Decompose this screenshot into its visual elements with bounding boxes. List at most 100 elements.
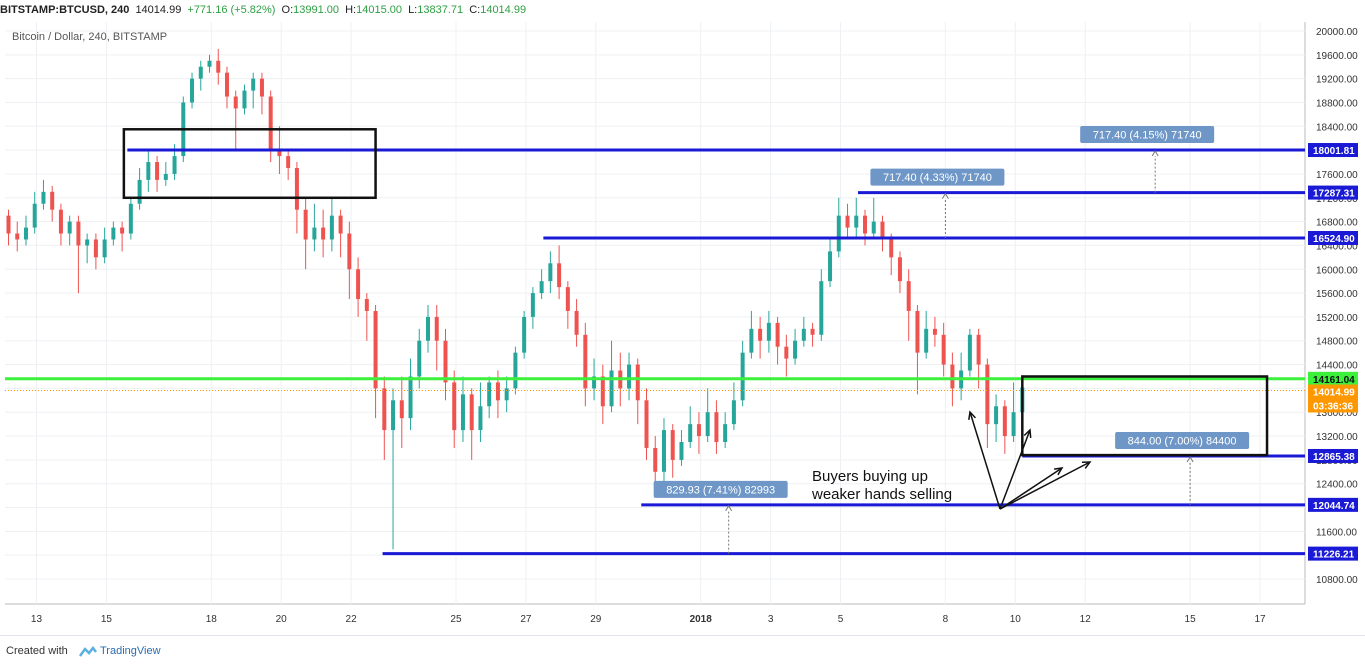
x-tick-label: 10: [1010, 614, 1022, 625]
candle-body: [277, 150, 282, 157]
candle-body: [950, 364, 955, 389]
candle-body: [120, 227, 125, 234]
candle-body: [23, 227, 28, 240]
candle-body: [530, 293, 535, 317]
y-tick-label: 18400.00: [1316, 122, 1358, 133]
level-price-tag-bg: [1308, 185, 1358, 200]
chart-grid: [5, 22, 1306, 605]
bar-countdown-tag: 03:36:36: [1313, 401, 1353, 412]
annotation-arrowhead-icon: [1081, 461, 1092, 469]
candle-body: [967, 334, 972, 371]
level-price-tag-bg: [1308, 143, 1358, 158]
candle-body: [286, 156, 291, 168]
level-price-tag-bg: [1308, 546, 1358, 561]
measure-arrow-icon: [1151, 150, 1159, 157]
price-chart[interactable]: 717.40 (4.15%) 71740 717.40 (4.33%) 71740…: [0, 0, 1365, 635]
candle-body: [793, 340, 798, 359]
annotation-arrow: [969, 411, 1001, 510]
candle-body: [801, 328, 806, 341]
candle-body: [592, 376, 597, 389]
measure-label: 717.40 (4.33%) 71740: [883, 172, 992, 184]
plot-area: [5, 22, 1305, 604]
tradingview-brand[interactable]: TradingView: [100, 645, 161, 657]
candle-body: [539, 281, 544, 294]
y-tick-label: 13600.00: [1316, 408, 1358, 419]
candle-body: [557, 263, 562, 288]
candle-body: [242, 90, 247, 109]
candle-body: [417, 340, 422, 377]
candle-body: [478, 406, 483, 431]
annotation-arrowhead-icon: [968, 410, 977, 421]
candle-body: [190, 78, 195, 103]
y-tick-label: 16400.00: [1316, 241, 1358, 252]
chart-title: Bitcoin / Dollar, 240, BITSTAMP: [12, 31, 167, 43]
x-tick-label: 25: [450, 614, 462, 625]
y-tick-label: 15200.00: [1316, 313, 1358, 324]
x-tick-label: 5: [838, 614, 844, 625]
candle-body: [766, 322, 771, 341]
candle-body: [906, 281, 911, 311]
candle-body: [749, 328, 754, 353]
candle-body: [32, 203, 37, 228]
candle-body: [146, 162, 151, 180]
candle-body: [41, 191, 46, 204]
candle-body: [548, 263, 553, 282]
candle-body: [889, 239, 894, 258]
tradingview-logo-icon: [79, 646, 97, 657]
candle-body: [111, 227, 116, 240]
y-tick-label: 11600.00: [1316, 527, 1357, 538]
candle-body: [216, 60, 221, 73]
annotation-text: weaker hands selling: [811, 486, 952, 503]
candle-body: [434, 316, 439, 341]
rectangle-drawing: [122, 128, 377, 200]
level-price-tag-bg: [1308, 497, 1358, 512]
candle-body: [1011, 412, 1016, 437]
candle-body: [784, 346, 789, 359]
annotation-text: Buyers buying up: [812, 468, 928, 485]
candle-body: [6, 215, 11, 234]
candle-body: [67, 221, 72, 234]
candle-body: [565, 287, 570, 311]
symbol-label[interactable]: BITSTAMP:BTCUSD, 240: [0, 4, 130, 16]
candle-body: [356, 269, 361, 300]
candle-body: [172, 156, 177, 174]
candle-body: [329, 215, 334, 240]
x-tick-label: 22: [346, 614, 358, 625]
measure-arrow-icon: [725, 504, 733, 512]
price-axis: 20000.00 19600.00 19200.00 18800.00 18400.00…: [1308, 27, 1358, 586]
low-label: L:: [408, 4, 418, 16]
candle-body: [915, 310, 920, 353]
y-tick-label: 13200.00: [1316, 432, 1358, 443]
candle-body: [50, 191, 55, 210]
candle-body: [775, 322, 780, 347]
candle-body: [102, 239, 107, 258]
candle-body: [871, 221, 876, 234]
measure-label-bg: [870, 168, 1005, 186]
x-tick-label: 17: [1254, 614, 1266, 625]
candle-body: [670, 430, 675, 460]
candle-body: [382, 388, 387, 431]
level-price-tag: 17287.31: [1313, 189, 1355, 200]
candle-body: [233, 96, 238, 109]
candle-body: [76, 221, 81, 246]
drawings: 717.40 (4.15%) 71740 717.40 (4.33%) 71740…: [5, 126, 1305, 556]
candle-body: [758, 328, 763, 341]
candle-body: [408, 376, 413, 419]
candle-body: [347, 233, 352, 270]
candle-body: [863, 215, 867, 234]
price-change: +771.16 (+5.82%): [187, 4, 276, 16]
level-price-tag: 18001.81: [1313, 146, 1355, 157]
x-tick-label: 3: [768, 614, 774, 625]
candle-body: [644, 400, 649, 448]
candle-body: [600, 376, 605, 407]
candle-body: [259, 78, 264, 97]
measure-arrow-icon: [941, 192, 949, 199]
y-tick-label: 14400.00: [1316, 361, 1358, 372]
candle-body: [635, 364, 640, 401]
candle-body: [653, 447, 658, 472]
annotation-arrowhead-icon: [1053, 467, 1064, 476]
level-price-tag: 16524.90: [1313, 234, 1355, 245]
y-tick-label: 15600.00: [1316, 289, 1358, 300]
y-tick-label: 10800.00: [1316, 575, 1358, 586]
level-price-tag-bg: [1308, 448, 1358, 463]
